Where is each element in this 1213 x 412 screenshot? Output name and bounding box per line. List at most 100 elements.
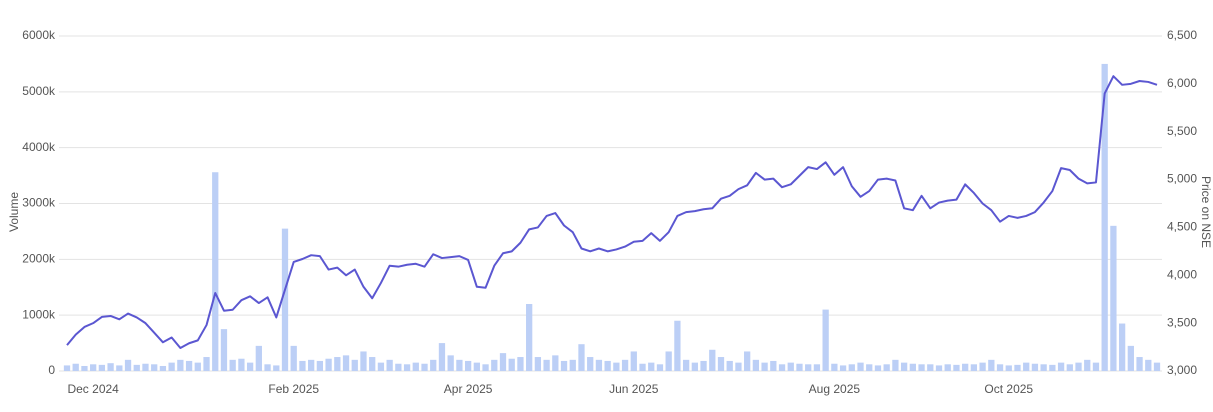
volume-bar [1092, 362, 1100, 371]
volume-bar [499, 353, 507, 371]
volume-bar [770, 360, 777, 371]
x-tick-label: Feb 2025 [268, 382, 319, 396]
volume-bar [421, 363, 428, 371]
volume-bar [822, 309, 829, 371]
y-tick-label: 6000k [22, 28, 56, 42]
volume-bar [63, 365, 71, 371]
volume-bar [1023, 362, 1030, 371]
volume-bar [491, 359, 498, 371]
volume-bar [543, 359, 550, 371]
volume-bar [229, 359, 236, 371]
y-tick-label: 0 [48, 363, 55, 377]
volume-bar [1136, 357, 1143, 371]
volume-bar [124, 359, 132, 371]
volume-bar [682, 359, 690, 371]
volume-bar [552, 355, 559, 371]
volume-bar [220, 329, 228, 371]
volume-bar [735, 362, 742, 371]
volume-bar [159, 365, 167, 371]
volume-bar [412, 362, 419, 371]
price-line [66, 75, 1158, 350]
y2-tick-label: 4,500 [1167, 220, 1197, 234]
volume-bar [1040, 364, 1047, 371]
volume-bar [927, 364, 934, 371]
volume-bar [778, 364, 786, 371]
y-tick-label: 1000k [22, 307, 56, 321]
volume-bar [508, 358, 515, 371]
volume-bar [831, 363, 838, 371]
volume-bar [395, 363, 402, 371]
volume-bar [438, 343, 446, 371]
volume-bar [918, 364, 925, 371]
x-tick-label: Oct 2025 [984, 382, 1033, 396]
volume-bar [665, 351, 672, 371]
y2-tick-label: 3,500 [1167, 315, 1197, 329]
volume-bar [133, 364, 140, 371]
y2-tick-label: 6,000 [1167, 76, 1197, 90]
volume-bar [90, 364, 97, 371]
volume-bar [342, 355, 350, 371]
volume-bar [857, 362, 864, 371]
volume-bar [526, 304, 533, 371]
volume-bar [534, 357, 542, 371]
volume-bar [805, 364, 812, 371]
volume-bar [848, 364, 855, 371]
volume-bar [900, 362, 908, 371]
volume-bar [709, 349, 716, 371]
volume-bar [717, 357, 725, 371]
volume-bar [72, 363, 79, 371]
volume-bar [1110, 225, 1117, 371]
volume-bar [560, 360, 568, 371]
volume-bar [98, 364, 106, 371]
volume-bar [970, 364, 978, 371]
y-tick-label: 2000k [22, 252, 56, 266]
volume-bar [1118, 323, 1126, 371]
volume-bar [142, 363, 149, 371]
volume-bar [621, 359, 629, 371]
volume-bar [168, 362, 175, 371]
volume-bar [473, 362, 480, 371]
volume-bar [996, 364, 1004, 371]
volume-bar [325, 358, 332, 371]
volume-bar [909, 363, 916, 371]
volume-bar [569, 359, 576, 371]
volume-bar [630, 351, 637, 371]
volume-bar [1005, 365, 1012, 371]
volume-bar [316, 360, 324, 371]
volume-bar [866, 364, 873, 371]
volume-bar [308, 359, 315, 371]
volume-bar [290, 345, 297, 371]
volume-bar [377, 362, 385, 371]
volume-bar [273, 365, 280, 371]
volume-bar [752, 359, 760, 371]
volume-bar [953, 364, 960, 371]
volume-bar [386, 359, 393, 371]
y2-tick-label: 3,000 [1167, 363, 1197, 377]
volume-bar [403, 364, 411, 371]
volume-bar [360, 351, 367, 371]
volume-bar [944, 364, 951, 371]
volume-bar [264, 364, 271, 371]
volume-bar [639, 363, 646, 371]
volume-bar [988, 359, 995, 371]
volume-bar [796, 363, 803, 371]
volume-bar [1057, 362, 1065, 371]
volume-bar [203, 357, 210, 371]
volume-bar [281, 228, 289, 371]
volume-bar [1101, 63, 1108, 372]
x-tick-label: Aug 2025 [809, 382, 861, 396]
volume-bar [151, 364, 158, 371]
volume-bar [656, 364, 664, 371]
volume-bar [1075, 362, 1082, 371]
volume-bar [674, 320, 681, 371]
volume-bar [1031, 363, 1039, 371]
volume-bar [587, 357, 594, 371]
y-tick-label: 4000k [22, 140, 56, 154]
volume-bar [1014, 364, 1021, 371]
volume-bar [212, 172, 219, 371]
volume-bar [962, 363, 969, 371]
volume-bar [1127, 345, 1134, 371]
y2-tick-label: 4,000 [1167, 267, 1197, 281]
volume-bar [334, 357, 341, 371]
volume-bar [464, 360, 472, 371]
